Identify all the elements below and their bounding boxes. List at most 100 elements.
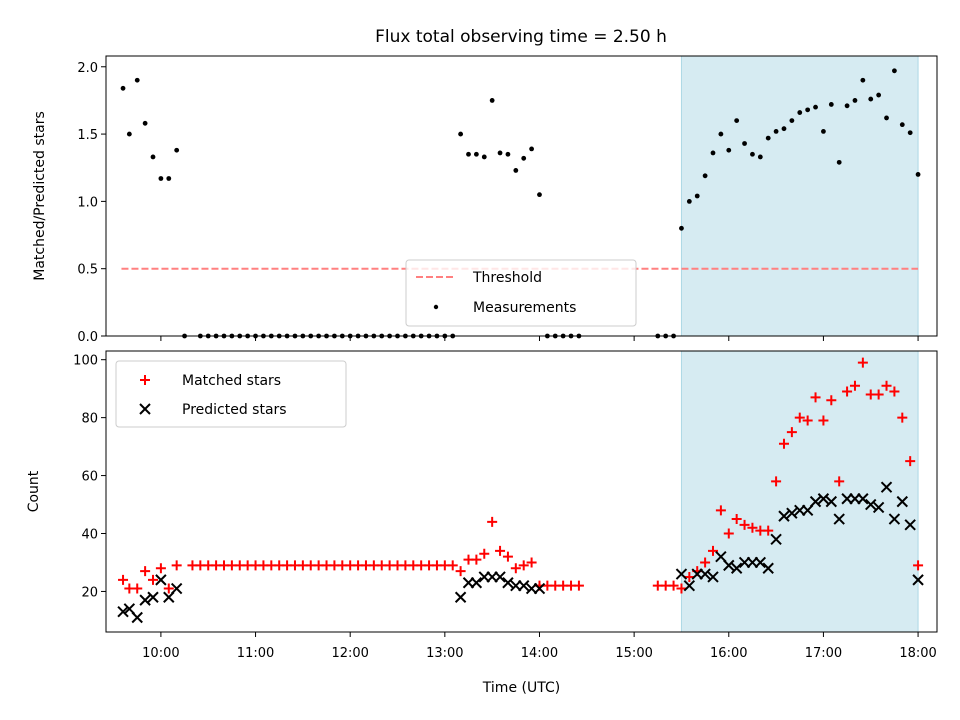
x-axis-label: Time (UTC) <box>482 680 560 696</box>
measurement-point <box>505 151 511 157</box>
legend-threshold-label: Threshold <box>472 270 542 286</box>
measurement-point <box>915 172 921 177</box>
measurement-point <box>174 147 180 153</box>
measurement-point <box>836 159 842 165</box>
predicted-marker <box>762 562 774 574</box>
predicted-marker <box>707 571 719 583</box>
matched-marker <box>479 548 490 559</box>
measurement-point <box>852 98 858 103</box>
matched-marker <box>778 438 789 449</box>
matched-points <box>118 357 924 594</box>
measurement-point <box>899 122 905 128</box>
count-y-tick-label: 60 <box>81 470 98 485</box>
matched-marker <box>171 560 182 571</box>
measurement-point <box>158 176 164 181</box>
measurement-point <box>686 198 692 204</box>
count-y-tick-label: 40 <box>81 528 98 543</box>
predicted-marker <box>872 501 885 514</box>
x-tick-label: 15:00 <box>615 646 652 661</box>
matched-marker <box>747 522 758 533</box>
measurement-point <box>529 146 534 152</box>
measurement-point <box>828 102 834 107</box>
matched-marker <box>873 389 884 400</box>
legend-measurements-swatch <box>433 304 439 310</box>
predicted-marker <box>454 591 467 603</box>
measurement-point <box>750 151 755 157</box>
matched-marker <box>905 456 916 467</box>
measurement-point <box>789 118 795 124</box>
measurement-point <box>497 150 503 156</box>
ratio-y-tick-label: 1.5 <box>77 128 98 143</box>
ratio-y-tick-label: 0.5 <box>77 263 98 278</box>
matched-marker <box>881 380 892 391</box>
matched-marker <box>502 551 513 562</box>
measurement-point <box>892 68 897 74</box>
predicted-marker <box>147 591 159 603</box>
count-x-axis: 10:00 11:00 12:00 13:00 14:00 15:00 16:00 17:00… <box>142 632 937 661</box>
measurement-point <box>481 154 487 160</box>
matched-marker <box>818 415 829 426</box>
matched-marker <box>487 516 498 527</box>
matched-marker <box>668 580 679 591</box>
measurement-point <box>150 154 156 160</box>
measurement-point <box>734 118 740 124</box>
count-y-tick-label: 100 <box>73 354 98 369</box>
matched-marker <box>897 412 908 423</box>
measurement-point <box>876 92 882 98</box>
matched-marker <box>684 571 695 582</box>
predicted-marker <box>131 611 143 624</box>
matched-marker <box>708 545 719 556</box>
measurement-point <box>489 98 495 103</box>
measurement-point <box>797 110 803 115</box>
matched-marker <box>889 386 900 397</box>
measurement-point <box>694 193 700 199</box>
matched-marker <box>786 427 797 438</box>
count-y-axis-label: Count <box>26 470 42 512</box>
matched-marker <box>132 583 143 594</box>
matched-marker <box>148 574 159 585</box>
matched-marker <box>826 395 837 406</box>
ratio-legend-box <box>405 259 637 327</box>
matched-marker <box>526 557 537 568</box>
count-y-axis: 20 40 60 80 100 <box>73 354 106 600</box>
predicted-marker <box>833 513 845 525</box>
measurement-point <box>458 131 464 137</box>
matched-marker <box>834 476 845 487</box>
predicted-marker <box>778 510 790 522</box>
predicted-marker <box>470 577 483 589</box>
measurement-point <box>860 77 866 83</box>
measurement-point <box>805 107 811 113</box>
measurement-point <box>134 77 140 83</box>
x-tick-label: 18:00 <box>899 646 936 661</box>
ratio-plot-frame <box>105 55 938 337</box>
predicted-marker <box>730 562 743 574</box>
x-tick-label: 14:00 <box>521 646 558 661</box>
measurement-point <box>126 131 132 137</box>
measurement-point <box>884 115 889 121</box>
matched-marker <box>495 545 506 556</box>
matched-marker <box>573 580 584 591</box>
matched-marker <box>857 357 868 368</box>
measurement-point <box>537 192 542 198</box>
measurement-point <box>844 103 850 109</box>
predicted-marker <box>170 582 183 595</box>
legend-predicted-swatch <box>139 403 151 415</box>
predicted-marker <box>896 495 909 508</box>
predicted-marker <box>699 568 711 580</box>
predicted-marker <box>155 574 167 586</box>
measurement-point <box>742 141 747 146</box>
measurement-point <box>679 225 684 231</box>
measurement-point <box>521 155 527 161</box>
x-tick-label: 16:00 <box>710 646 747 661</box>
x-tick-label: 11:00 <box>237 646 274 661</box>
matched-marker <box>118 574 129 585</box>
matched-marker <box>771 476 782 487</box>
legend-measurements-label: Measurements <box>473 300 576 316</box>
measurement-point <box>773 128 779 134</box>
observing-window-span <box>680 55 919 337</box>
matched-marker <box>510 563 521 574</box>
predicted-marker <box>880 481 893 493</box>
predicted-marker <box>857 493 869 505</box>
predicted-marker <box>817 493 830 505</box>
matched-marker <box>723 528 734 539</box>
